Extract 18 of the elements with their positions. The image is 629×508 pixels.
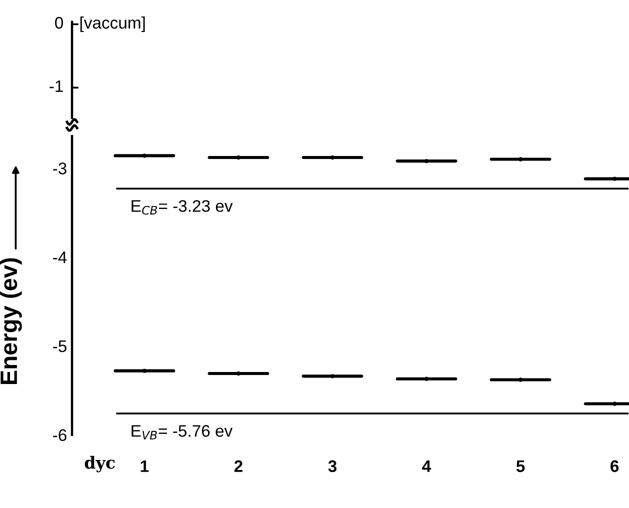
x-tick-label: 4: [422, 460, 432, 472]
x-tick-label: 2: [234, 460, 242, 472]
x-tick-label: 6: [610, 460, 619, 472]
x-tick-label: 1: [140, 460, 149, 472]
text: 0: [55, 16, 64, 29]
ref-line-label: E$_{CB}$= -3.23 ev: [132, 200, 233, 215]
y-axis-title: Energy (ev): [0, 258, 22, 384]
x-axis-title: dyc: [84, 456, 115, 472]
x-tick-label: 3: [328, 460, 337, 472]
y-tick-label: -6: [53, 429, 66, 442]
text: -1: [50, 80, 63, 92]
x-tick-label: 5: [516, 460, 525, 472]
point: [424, 376, 429, 381]
y-tick-label: -5: [53, 340, 66, 352]
y-tick-label: -3: [53, 162, 66, 174]
text: [vaccum]: [80, 16, 145, 32]
y-tick-label: -4: [53, 252, 67, 264]
ref-line-label: E$_{VB}$= -5.76 ev: [132, 425, 233, 440]
